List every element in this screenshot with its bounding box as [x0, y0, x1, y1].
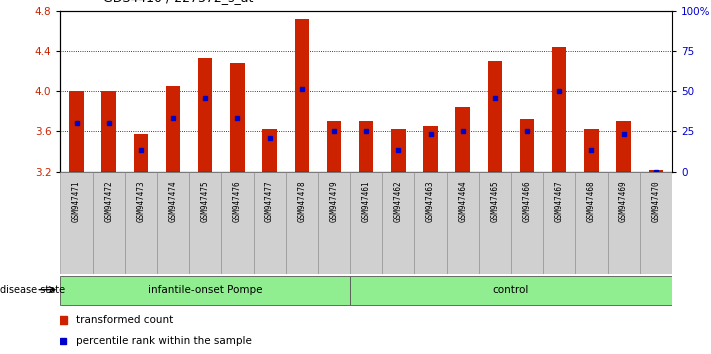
- Text: GSM947465: GSM947465: [491, 180, 499, 222]
- Bar: [350, 276, 672, 304]
- Bar: [488, 61, 502, 172]
- Bar: [456, 107, 470, 172]
- Text: GSM947479: GSM947479: [329, 180, 338, 222]
- Bar: [189, 172, 221, 274]
- Bar: [584, 130, 599, 172]
- Text: percentile rank within the sample: percentile rank within the sample: [76, 336, 252, 346]
- Bar: [134, 135, 148, 172]
- Bar: [383, 172, 415, 274]
- Text: control: control: [493, 285, 529, 295]
- Text: GSM947464: GSM947464: [458, 180, 467, 222]
- Text: GSM947467: GSM947467: [555, 180, 564, 222]
- Text: GSM947466: GSM947466: [523, 180, 532, 222]
- Bar: [520, 119, 535, 172]
- Text: GSM947473: GSM947473: [137, 180, 145, 222]
- Bar: [423, 126, 438, 172]
- Text: GSM947462: GSM947462: [394, 180, 403, 222]
- Text: GSM947477: GSM947477: [265, 180, 274, 222]
- Bar: [415, 172, 447, 274]
- Text: GSM947471: GSM947471: [72, 180, 81, 222]
- Bar: [648, 170, 663, 172]
- Text: GSM947463: GSM947463: [426, 180, 435, 222]
- Text: GSM947470: GSM947470: [651, 180, 661, 222]
- Text: GSM947468: GSM947468: [587, 180, 596, 222]
- Bar: [511, 172, 543, 274]
- Bar: [262, 130, 277, 172]
- Text: GSM947461: GSM947461: [362, 180, 370, 222]
- Bar: [391, 130, 405, 172]
- Bar: [157, 172, 189, 274]
- Bar: [221, 172, 254, 274]
- Bar: [327, 121, 341, 172]
- Bar: [286, 172, 318, 274]
- Text: GSM947475: GSM947475: [201, 180, 210, 222]
- Bar: [607, 172, 640, 274]
- Bar: [294, 19, 309, 172]
- Text: GSM947469: GSM947469: [619, 180, 628, 222]
- Bar: [543, 172, 575, 274]
- Bar: [616, 121, 631, 172]
- Text: GSM947478: GSM947478: [297, 180, 306, 222]
- Text: GSM947474: GSM947474: [169, 180, 178, 222]
- Bar: [479, 172, 511, 274]
- Text: GSM947476: GSM947476: [233, 180, 242, 222]
- Bar: [575, 172, 607, 274]
- Bar: [254, 172, 286, 274]
- Bar: [230, 63, 245, 172]
- Text: GSM947472: GSM947472: [105, 180, 113, 222]
- Bar: [198, 58, 213, 172]
- Bar: [60, 276, 350, 304]
- Bar: [640, 172, 672, 274]
- Text: disease state: disease state: [0, 285, 65, 295]
- Text: infantile-onset Pompe: infantile-onset Pompe: [148, 285, 262, 295]
- Bar: [359, 121, 373, 172]
- Bar: [447, 172, 479, 274]
- Text: transformed count: transformed count: [76, 315, 173, 325]
- Bar: [60, 172, 92, 274]
- Bar: [125, 172, 157, 274]
- Bar: [92, 172, 125, 274]
- Bar: [102, 91, 116, 172]
- Bar: [69, 91, 84, 172]
- Text: GDS4410 / 227372_s_at: GDS4410 / 227372_s_at: [103, 0, 253, 4]
- Bar: [552, 47, 567, 172]
- Bar: [350, 172, 383, 274]
- Bar: [318, 172, 350, 274]
- Bar: [166, 86, 181, 172]
